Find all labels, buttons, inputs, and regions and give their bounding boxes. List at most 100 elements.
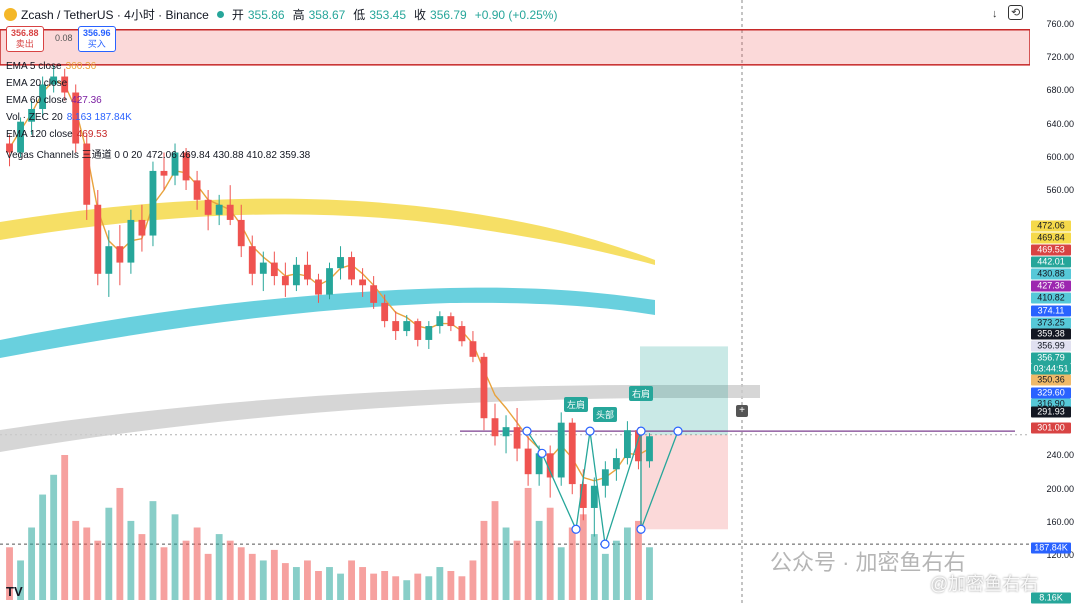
volume-bar <box>568 527 576 600</box>
sell-button[interactable]: 356.88 卖出 <box>6 26 44 52</box>
indicator-name: EMA 120 close <box>6 129 73 140</box>
volume-bar <box>535 520 543 600</box>
head-label: 头部 <box>592 407 618 422</box>
volume-bar <box>105 507 113 600</box>
candle-body <box>149 170 157 236</box>
volume-bar <box>480 520 488 600</box>
indicator-row[interactable]: EMA 60 close 427.36 <box>6 95 102 106</box>
candle-body <box>171 152 179 176</box>
volume-bar <box>601 553 609 600</box>
volume-bar <box>623 527 631 600</box>
volume-bar <box>370 573 378 600</box>
price-badge: 316.90 <box>1031 398 1071 410</box>
volume-bar <box>270 549 278 600</box>
candle-body <box>237 219 245 247</box>
indicator-value: 472.06 469.84 430.88 410.82 359.38 <box>146 150 311 161</box>
volume-bar <box>502 527 510 600</box>
candle-body <box>612 458 620 470</box>
candle-body <box>270 262 278 277</box>
candle-body <box>623 430 631 459</box>
pattern-node <box>522 426 532 436</box>
close-value: 356.79 <box>430 7 467 22</box>
candle-body <box>403 321 411 332</box>
candle-body <box>535 453 543 475</box>
volume-bar <box>635 520 642 600</box>
volume-bar <box>83 527 91 600</box>
ema-band-yellow <box>0 198 655 265</box>
price-badge: 373.25 <box>1031 317 1071 329</box>
volume-bar <box>436 567 444 600</box>
volume-bar <box>469 560 477 600</box>
candle-body <box>425 326 433 340</box>
ema-band-gray <box>0 385 760 452</box>
price-badge: 350.36 <box>1031 374 1071 386</box>
market-status-icon <box>216 11 224 18</box>
indicator-value: 469.53 <box>76 129 108 140</box>
candle-body <box>370 285 378 303</box>
volume-bar <box>94 540 102 600</box>
price-axis-tick: 200.00 <box>1046 484 1074 494</box>
candle-body <box>259 262 267 274</box>
indicator-value: 427.36 <box>71 95 102 106</box>
add-crosshair-icon[interactable]: + <box>736 405 748 417</box>
volume-bar <box>579 514 587 600</box>
indicator-row[interactable]: EMA 5 close 360.36 <box>6 61 96 72</box>
candle-body <box>524 448 532 475</box>
high-label: 高 <box>292 8 305 22</box>
volume-bar <box>646 547 653 600</box>
indicator-value: 360.36 <box>65 61 97 72</box>
download-icon[interactable]: ↓ <box>992 8 998 20</box>
candle-body <box>469 341 477 357</box>
ema-band-blue <box>0 287 655 358</box>
candle-body <box>50 76 58 85</box>
price-badge: 8.16K <box>1031 592 1071 604</box>
volume-bar <box>425 576 433 600</box>
price-badge: 187.84K <box>1031 542 1071 554</box>
volume-bar <box>149 501 157 600</box>
volume-bar <box>281 563 289 600</box>
indicator-row[interactable]: Vegas Channels 三通道 0 0 20 472.06 469.84 4… <box>6 146 310 161</box>
candle-body <box>17 121 24 153</box>
spread-value: 0.08 <box>55 33 73 43</box>
candle-body <box>315 279 322 295</box>
price-badge: 472.06 <box>1031 220 1071 232</box>
indicator-name: EMA 20 close <box>6 78 68 89</box>
candle-body <box>226 204 234 220</box>
candle-body <box>160 170 168 176</box>
volume-bar <box>39 494 47 600</box>
pattern-node <box>673 426 683 436</box>
price-badge: 427.36 <box>1031 280 1071 292</box>
volume-bar <box>138 534 146 600</box>
high-value: 358.67 <box>308 7 346 22</box>
volume-bar <box>348 560 355 600</box>
resistance-zone <box>0 29 1030 66</box>
indicator-row[interactable]: EMA 20 close <box>6 78 71 89</box>
volume-bar <box>193 527 201 600</box>
open-value: 355.86 <box>247 7 285 22</box>
price-badge: 329.60 <box>1031 387 1071 399</box>
price-badge: 410.82 <box>1031 292 1071 304</box>
price-axis-tick: 600.00 <box>1046 152 1074 162</box>
symbol-title[interactable]: Zcash / TetherUS · 4小时 · Binance <box>21 8 209 22</box>
candle-body <box>248 246 256 274</box>
volume-bar <box>204 553 212 600</box>
close-label: 收 <box>414 8 427 22</box>
buy-button[interactable]: 356.96 买入 <box>78 26 116 52</box>
target-box <box>640 346 728 435</box>
candle-body <box>392 321 400 332</box>
candle-body <box>546 453 554 478</box>
candle-body <box>491 418 499 437</box>
volume-bar <box>226 540 234 600</box>
candle-body <box>590 485 598 508</box>
candle-body <box>480 356 488 419</box>
price-chart[interactable] <box>0 0 1030 604</box>
indicator-row[interactable]: EMA 120 close 469.53 <box>6 129 107 140</box>
price-badge: 301.00 <box>1031 422 1071 434</box>
candle-body <box>601 469 609 486</box>
indicator-row[interactable]: Vol · ZEC 20 8.163 187.84K <box>6 112 132 123</box>
price-badge: 356.79 <box>1031 352 1071 364</box>
settings-icon[interactable]: ⟲ <box>1008 5 1024 20</box>
candle-body <box>348 257 355 280</box>
candle-body <box>579 484 587 508</box>
volume-bar <box>292 567 300 600</box>
